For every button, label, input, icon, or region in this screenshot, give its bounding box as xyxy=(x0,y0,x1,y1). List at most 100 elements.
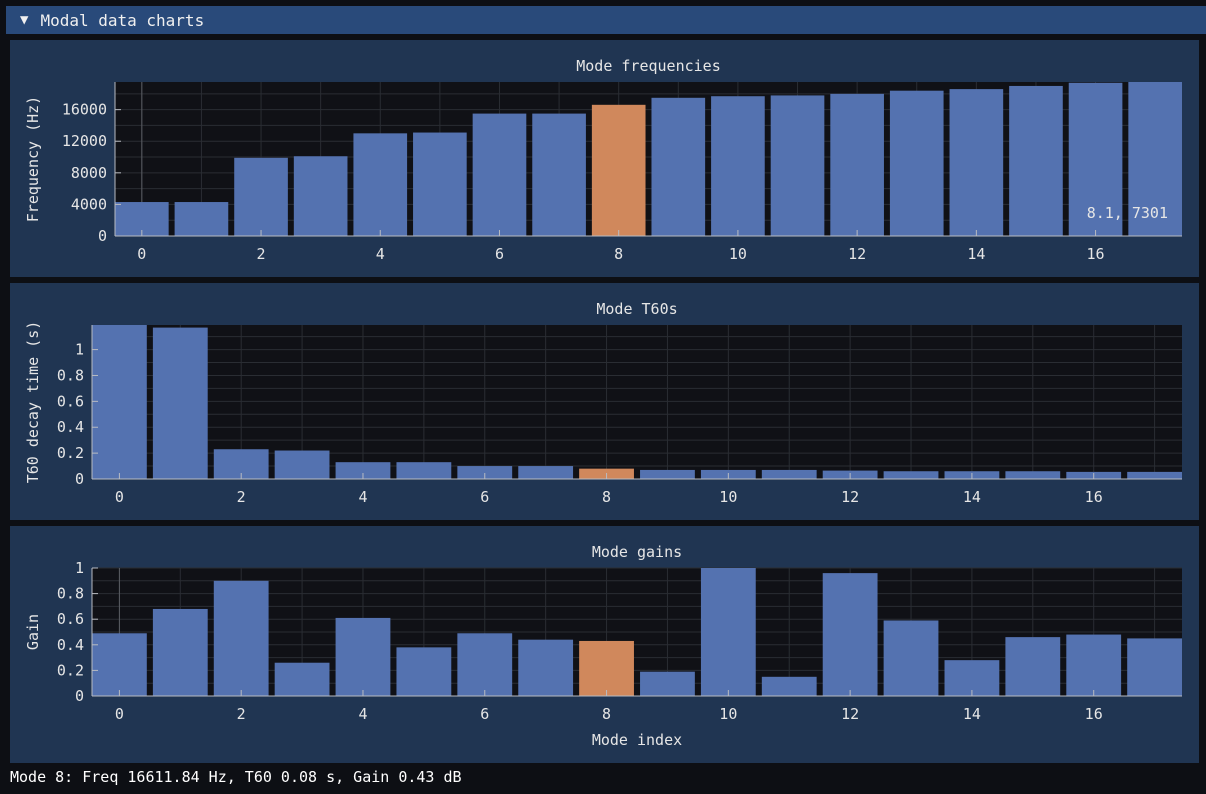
t60-bar-9[interactable] xyxy=(640,469,695,479)
t60-bar-15[interactable] xyxy=(1005,471,1061,479)
x-tick-label: 16 xyxy=(1085,488,1103,506)
t60-chart-title: Mode T60s xyxy=(596,300,677,318)
x-tick-label: 10 xyxy=(719,488,737,506)
t60-bar-5[interactable] xyxy=(396,462,452,479)
y-tick-label: 0.8 xyxy=(57,585,84,603)
gain-bar-11[interactable] xyxy=(761,676,817,696)
gain-bar-1[interactable] xyxy=(152,608,208,696)
t60-bar-13[interactable] xyxy=(883,471,939,479)
gain-x-axis-label: Mode index xyxy=(592,731,682,749)
gain-bar-0[interactable] xyxy=(92,633,147,696)
y-tick-label: 0.6 xyxy=(57,610,84,628)
mouse-coordinate-readout: 8.1, 7301 xyxy=(1087,204,1168,222)
frequency-chart-svg[interactable]: Mode frequencies 0 2 4 6 8 10 12 14 16 0 4000 8000 12… xyxy=(10,40,1199,277)
x-tick-label: 0 xyxy=(115,705,124,723)
gain-bar-3[interactable] xyxy=(274,662,330,696)
frequency-bar-12[interactable] xyxy=(830,93,884,236)
x-tick-label: 12 xyxy=(841,705,859,723)
frequency-y-axis-label: Frequency (Hz) xyxy=(24,96,42,222)
frequency-bar-9[interactable] xyxy=(651,97,706,236)
gain-bar-8[interactable] xyxy=(579,640,634,696)
x-tick-label: 10 xyxy=(729,245,747,263)
gain-bar-9[interactable] xyxy=(640,671,695,696)
frequency-bar-17[interactable] xyxy=(1128,82,1182,236)
frequency-bar-7[interactable] xyxy=(532,113,586,236)
x-tick-label: 14 xyxy=(963,705,981,723)
gain-bar-5[interactable] xyxy=(396,647,452,696)
x-tick-label: 6 xyxy=(480,705,489,723)
frequency-bar-1[interactable] xyxy=(174,202,229,236)
gain-bar-6[interactable] xyxy=(457,633,513,696)
gain-chart-title: Mode gains xyxy=(592,543,682,561)
x-tick-label: 6 xyxy=(480,488,489,506)
triangle-down-icon[interactable]: ▼ xyxy=(20,12,29,28)
t60-bar-11[interactable] xyxy=(761,469,817,479)
frequency-bar-2[interactable] xyxy=(234,157,288,236)
x-tick-label: 8 xyxy=(602,705,611,723)
t60-bar-7[interactable] xyxy=(518,466,574,479)
gain-bar-12[interactable] xyxy=(822,573,878,696)
gain-bar-10[interactable] xyxy=(700,568,756,696)
x-tick-label: 4 xyxy=(358,705,367,723)
x-tick-label: 14 xyxy=(967,245,985,263)
header-title: Modal data charts xyxy=(40,10,205,30)
x-tick-label: 12 xyxy=(848,245,866,263)
x-tick-label: 2 xyxy=(257,245,266,263)
y-tick-label: 0.4 xyxy=(57,418,84,436)
t60-bar-1[interactable] xyxy=(152,327,208,479)
y-tick-label: 0 xyxy=(75,687,84,705)
x-tick-label: 2 xyxy=(237,488,246,506)
x-tick-label: 2 xyxy=(237,705,246,723)
mode-gains-chart-panel[interactable]: Mode gains 0 2 4 6 8 10 12 14 16 0 0.2 0.4 0.6 0.8 1 Gai… xyxy=(10,526,1199,763)
frequency-bar-8[interactable] xyxy=(591,104,646,237)
t60-bar-0[interactable] xyxy=(92,325,147,479)
x-tick-label: 12 xyxy=(841,488,859,506)
frequency-bar-16[interactable] xyxy=(1068,82,1123,236)
x-tick-label: 8 xyxy=(602,488,611,506)
gain-bar-7[interactable] xyxy=(518,639,574,696)
gain-bar-16[interactable] xyxy=(1066,634,1122,696)
t60-chart-svg[interactable]: Mode T60s 0 2 4 6 8 10 12 14 16 0 0.2 0.4 0.6 0.8 1 T60 … xyxy=(10,283,1199,520)
t60-bar-6[interactable] xyxy=(457,466,513,479)
gain-bar-2[interactable] xyxy=(213,580,269,696)
gain-chart-svg[interactable]: Mode gains 0 2 4 6 8 10 12 14 16 0 0.2 0.4 0.6 0.8 1 Gai… xyxy=(10,526,1199,763)
frequency-bar-6[interactable] xyxy=(472,113,527,236)
mode-frequencies-chart-panel[interactable]: Mode frequencies 0 2 4 6 8 10 12 14 16 0 4000 8000 12… xyxy=(10,40,1199,277)
frequency-bar-11[interactable] xyxy=(770,95,825,236)
x-tick-label: 0 xyxy=(115,488,124,506)
frequency-bar-10[interactable] xyxy=(711,96,765,236)
x-tick-label: 4 xyxy=(376,245,385,263)
y-tick-label: 16000 xyxy=(62,101,107,119)
y-tick-label: 0.2 xyxy=(57,444,84,462)
t60-bar-17[interactable] xyxy=(1127,471,1182,479)
collapsing-header[interactable]: ▼ Modal data charts xyxy=(6,6,1206,34)
y-tick-label: 0.4 xyxy=(57,636,84,654)
frequency-bar-4[interactable] xyxy=(353,133,408,236)
x-tick-label: 8 xyxy=(614,245,623,263)
t60-bar-3[interactable] xyxy=(274,450,330,479)
x-tick-label: 10 xyxy=(719,705,737,723)
y-tick-label: 1 xyxy=(75,559,84,577)
y-tick-label: 4000 xyxy=(71,195,107,213)
frequency-bar-14[interactable] xyxy=(949,89,1004,236)
gain-bar-17[interactable] xyxy=(1127,638,1182,696)
t60-bar-4[interactable] xyxy=(335,462,391,479)
frequency-bar-3[interactable] xyxy=(293,156,348,236)
mode-t60s-chart-panel[interactable]: Mode T60s 0 2 4 6 8 10 12 14 16 0 0.2 0.4 0.6 0.8 1 T60 … xyxy=(10,283,1199,520)
gain-bar-13[interactable] xyxy=(883,620,939,696)
x-tick-label: 6 xyxy=(495,245,504,263)
gain-bar-15[interactable] xyxy=(1005,637,1061,696)
status-readout: Mode 8: Freq 16611.84 Hz, T60 0.08 s, Ga… xyxy=(10,768,462,786)
y-tick-label: 12000 xyxy=(62,132,107,150)
y-tick-label: 8000 xyxy=(71,164,107,182)
x-tick-label: 0 xyxy=(137,245,146,263)
frequency-chart-title: Mode frequencies xyxy=(576,57,721,75)
frequency-plot-area[interactable] xyxy=(115,82,1182,236)
frequency-bar-15[interactable] xyxy=(1009,85,1063,236)
x-tick-label: 16 xyxy=(1085,705,1103,723)
y-tick-label: 0.8 xyxy=(57,366,84,384)
x-tick-label: 16 xyxy=(1087,245,1105,263)
frequency-bar-5[interactable] xyxy=(413,132,467,236)
gain-bar-4[interactable] xyxy=(335,617,391,696)
frequency-bar-13[interactable] xyxy=(889,90,944,236)
